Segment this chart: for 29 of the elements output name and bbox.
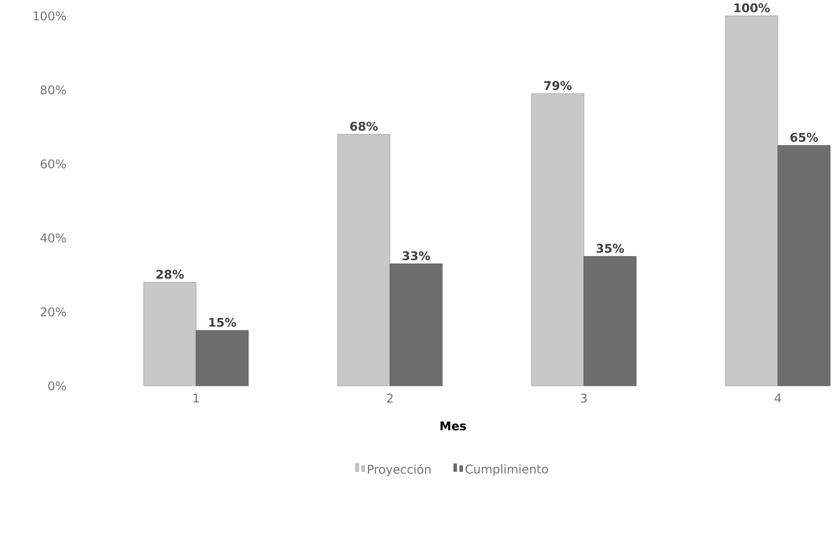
bar: [196, 330, 249, 386]
x-tick-label: 4: [774, 394, 781, 402]
data-label: 15%: [209, 318, 236, 327]
bar: [337, 134, 390, 386]
bar: [143, 282, 196, 386]
x-tick-label: 3: [581, 394, 587, 403]
data-label: 100%: [734, 3, 770, 12]
data-label: 33%: [402, 251, 430, 260]
bar: [584, 256, 636, 386]
legend-label: Cumplimiento: [466, 464, 548, 476]
data-label: 68%: [350, 122, 378, 131]
x-axis-title: Mes: [440, 422, 466, 430]
y-tick-label: 20%: [40, 307, 66, 316]
y-tick-label: 40%: [40, 233, 66, 242]
y-tick-label: 100%: [34, 11, 66, 20]
bar: [390, 264, 443, 386]
bar: [725, 16, 778, 386]
data-label: 35%: [596, 244, 624, 253]
legend-label: Proyección: [368, 464, 431, 476]
y-tick-label: 0%: [48, 381, 66, 390]
data-label: 65%: [790, 132, 818, 142]
y-tick-label: 80%: [40, 85, 66, 94]
data-label: 79%: [544, 81, 572, 90]
bar: [531, 93, 584, 386]
y-tick-label: 60%: [40, 159, 66, 168]
x-tick-label: 1: [194, 394, 199, 402]
data-label: 28%: [156, 270, 184, 279]
bar: [778, 145, 830, 386]
x-tick-label: 2: [387, 394, 393, 403]
